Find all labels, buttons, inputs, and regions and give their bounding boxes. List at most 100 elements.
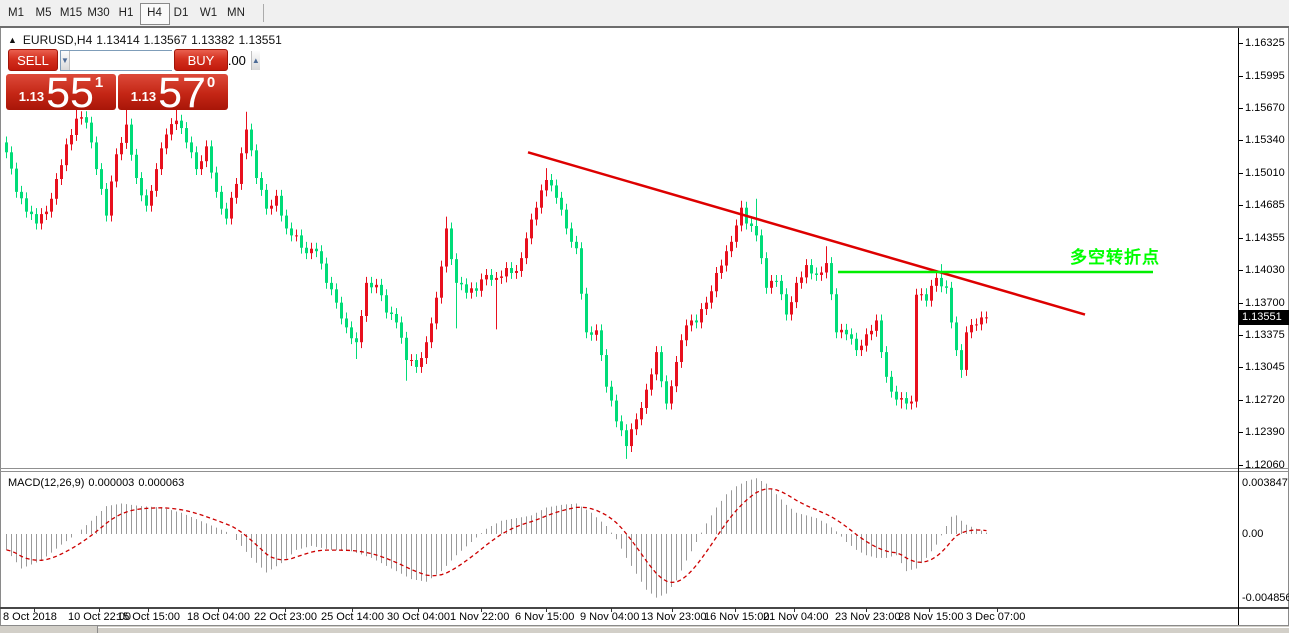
- volume-decrease-button[interactable]: ▼: [61, 51, 70, 70]
- buy-button[interactable]: BUY: [174, 49, 228, 71]
- time-axis-tick: [546, 608, 547, 612]
- sell-price-tile[interactable]: 1.13 55 1: [6, 69, 116, 117]
- timeframe-button-m1[interactable]: M1: [8, 7, 24, 19]
- bar-low-value: 1.13382: [191, 33, 235, 47]
- sell-price-pip: 1: [94, 74, 104, 91]
- time-axis-tick: [735, 608, 736, 612]
- price-chart-canvas[interactable]: [0, 30, 1238, 468]
- timeframe-button-mn[interactable]: MN: [227, 7, 245, 19]
- time-axis-tick: [481, 608, 482, 612]
- price-axis-label: 1.13045: [1245, 361, 1285, 374]
- macd-histogram: [6, 478, 987, 598]
- macd-indicator-name: MACD(12,26,9): [8, 477, 85, 489]
- chart-window-left-border: [0, 28, 1, 633]
- panel-separator-top[interactable]: [0, 468, 1289, 469]
- sell-price-main: 55: [46, 69, 94, 117]
- price-axis-border: [1238, 28, 1239, 625]
- timeframe-button-m5[interactable]: M5: [35, 7, 52, 19]
- time-axis-tick: [285, 608, 286, 612]
- price-axis-tick: [1238, 270, 1243, 271]
- buy-price-tile[interactable]: 1.13 57 0: [118, 69, 228, 117]
- candlestick-series: [5, 103, 988, 459]
- time-axis-label: 21 Nov 04:00: [763, 611, 829, 623]
- time-axis-label: 8 Oct 2018: [3, 611, 57, 623]
- buy-price-pip: 0: [206, 74, 216, 91]
- price-axis-label: 1.14030: [1245, 264, 1285, 276]
- price-axis-label: 1.15670: [1245, 101, 1285, 114]
- buy-price-main: 57: [158, 69, 206, 117]
- time-axis-label: 25 Oct 14:00: [321, 611, 384, 623]
- macd-bottom-border: [0, 607, 1289, 609]
- time-axis-label: 15 Oct 15:00: [117, 611, 180, 623]
- price-axis-label: 1.12390: [1245, 426, 1285, 439]
- price-axis-label: 1.14355: [1245, 231, 1285, 244]
- time-axis-tick: [997, 608, 998, 612]
- panel-separator-bottom[interactable]: [0, 471, 1289, 472]
- macd-value-1: 0.000003: [88, 477, 135, 489]
- buy-price-prefix: 1.13: [130, 89, 157, 104]
- time-axis-tick: [672, 608, 673, 612]
- timeframe-button-h4[interactable]: H4: [139, 3, 170, 25]
- chevron-down-icon: ▼: [61, 56, 69, 65]
- volume-increase-button[interactable]: ▲: [250, 51, 260, 70]
- time-axis-tick: [794, 608, 795, 612]
- toolbar-separator: [263, 4, 264, 22]
- price-axis-label: 1.13700: [1245, 296, 1285, 309]
- price-axis-label: 1.12720: [1245, 393, 1285, 406]
- trade-panel-collapse-icon[interactable]: ▲: [8, 35, 17, 45]
- price-axis-label: 1.14685: [1245, 199, 1285, 212]
- bottom-strip-notch: [97, 626, 98, 633]
- macd-signal-line: [6, 488, 987, 584]
- price-axis-label: 1.16325: [1245, 37, 1285, 49]
- timeframe-button-m30[interactable]: M30: [87, 7, 110, 19]
- window-bottom-border: [0, 625, 1289, 626]
- time-axis-label: 28 Nov 15:00: [898, 611, 964, 623]
- time-axis-label: 30 Oct 04:00: [387, 611, 450, 623]
- time-axis-tick: [866, 608, 867, 612]
- time-axis-label: 23 Nov 23:00: [835, 611, 901, 623]
- price-axis-tick: [1238, 140, 1243, 142]
- time-axis-tick: [929, 608, 930, 612]
- chart-annotation-text[interactable]: 多空转折点: [1070, 248, 1160, 267]
- time-axis-tick: [352, 608, 353, 612]
- chevron-up-icon: ▲: [251, 56, 260, 65]
- symbol-title-bar: ▲ EURUSD,H4 1.13414 1.13567 1.13382 1.13551: [8, 33, 286, 47]
- price-axis-tick: [1238, 464, 1243, 466]
- price-axis-label: 1.12060: [1245, 458, 1285, 471]
- time-axis-tick: [611, 608, 612, 612]
- macd-axis-label: 0.00: [1242, 528, 1264, 540]
- time-axis-label: 10 Oct 22:00: [68, 611, 131, 623]
- symbol-name: EURUSD,H4: [22, 33, 93, 47]
- bottom-strip-highlight: [98, 627, 1289, 628]
- bar-close-value: 1.13551: [238, 33, 282, 47]
- current-price-badge: 1.13551: [1239, 310, 1289, 326]
- time-axis-label: 9 Nov 04:00: [580, 611, 640, 623]
- price-axis-tick: [1238, 43, 1243, 44]
- price-axis-tick: [1238, 399, 1243, 401]
- timeframe-button-m15[interactable]: M15: [59, 7, 83, 19]
- macd-caption: MACD(12,26,9) 0.000003 0.000063: [8, 477, 188, 489]
- timeframe-button-d1[interactable]: D1: [173, 7, 189, 19]
- time-axis-tick: [148, 608, 149, 612]
- macd-axis-label: -0.004856: [1242, 592, 1289, 605]
- time-axis-label: 16 Nov 15:00: [704, 611, 770, 623]
- bar-high-value: 1.13567: [143, 33, 188, 47]
- price-axis-tick: [1238, 107, 1243, 109]
- price-axis-tick: [1238, 75, 1243, 77]
- chart-window-top-border: [0, 26, 1289, 28]
- sell-button[interactable]: SELL: [8, 49, 58, 71]
- volume-stepper: ▼ ▲: [60, 50, 260, 71]
- price-axis-tick: [1238, 205, 1243, 207]
- descending-trendline[interactable]: [527, 151, 1086, 316]
- timeframe-button-h1[interactable]: H1: [118, 7, 134, 19]
- macd-value-2: 0.000063: [138, 477, 185, 489]
- price-axis-tick: [1238, 302, 1243, 304]
- price-axis-tick: [1238, 173, 1243, 175]
- time-axis-label: 6 Nov 15:00: [515, 611, 575, 623]
- time-axis-tick: [99, 608, 100, 612]
- bar-open-value: 1.13414: [96, 33, 140, 47]
- time-axis-label: 3 Dec 07:00: [966, 611, 1026, 623]
- price-axis-label: 1.13375: [1245, 328, 1285, 341]
- timeframe-button-w1[interactable]: W1: [199, 7, 218, 19]
- macd-indicator-canvas[interactable]: [0, 472, 1238, 607]
